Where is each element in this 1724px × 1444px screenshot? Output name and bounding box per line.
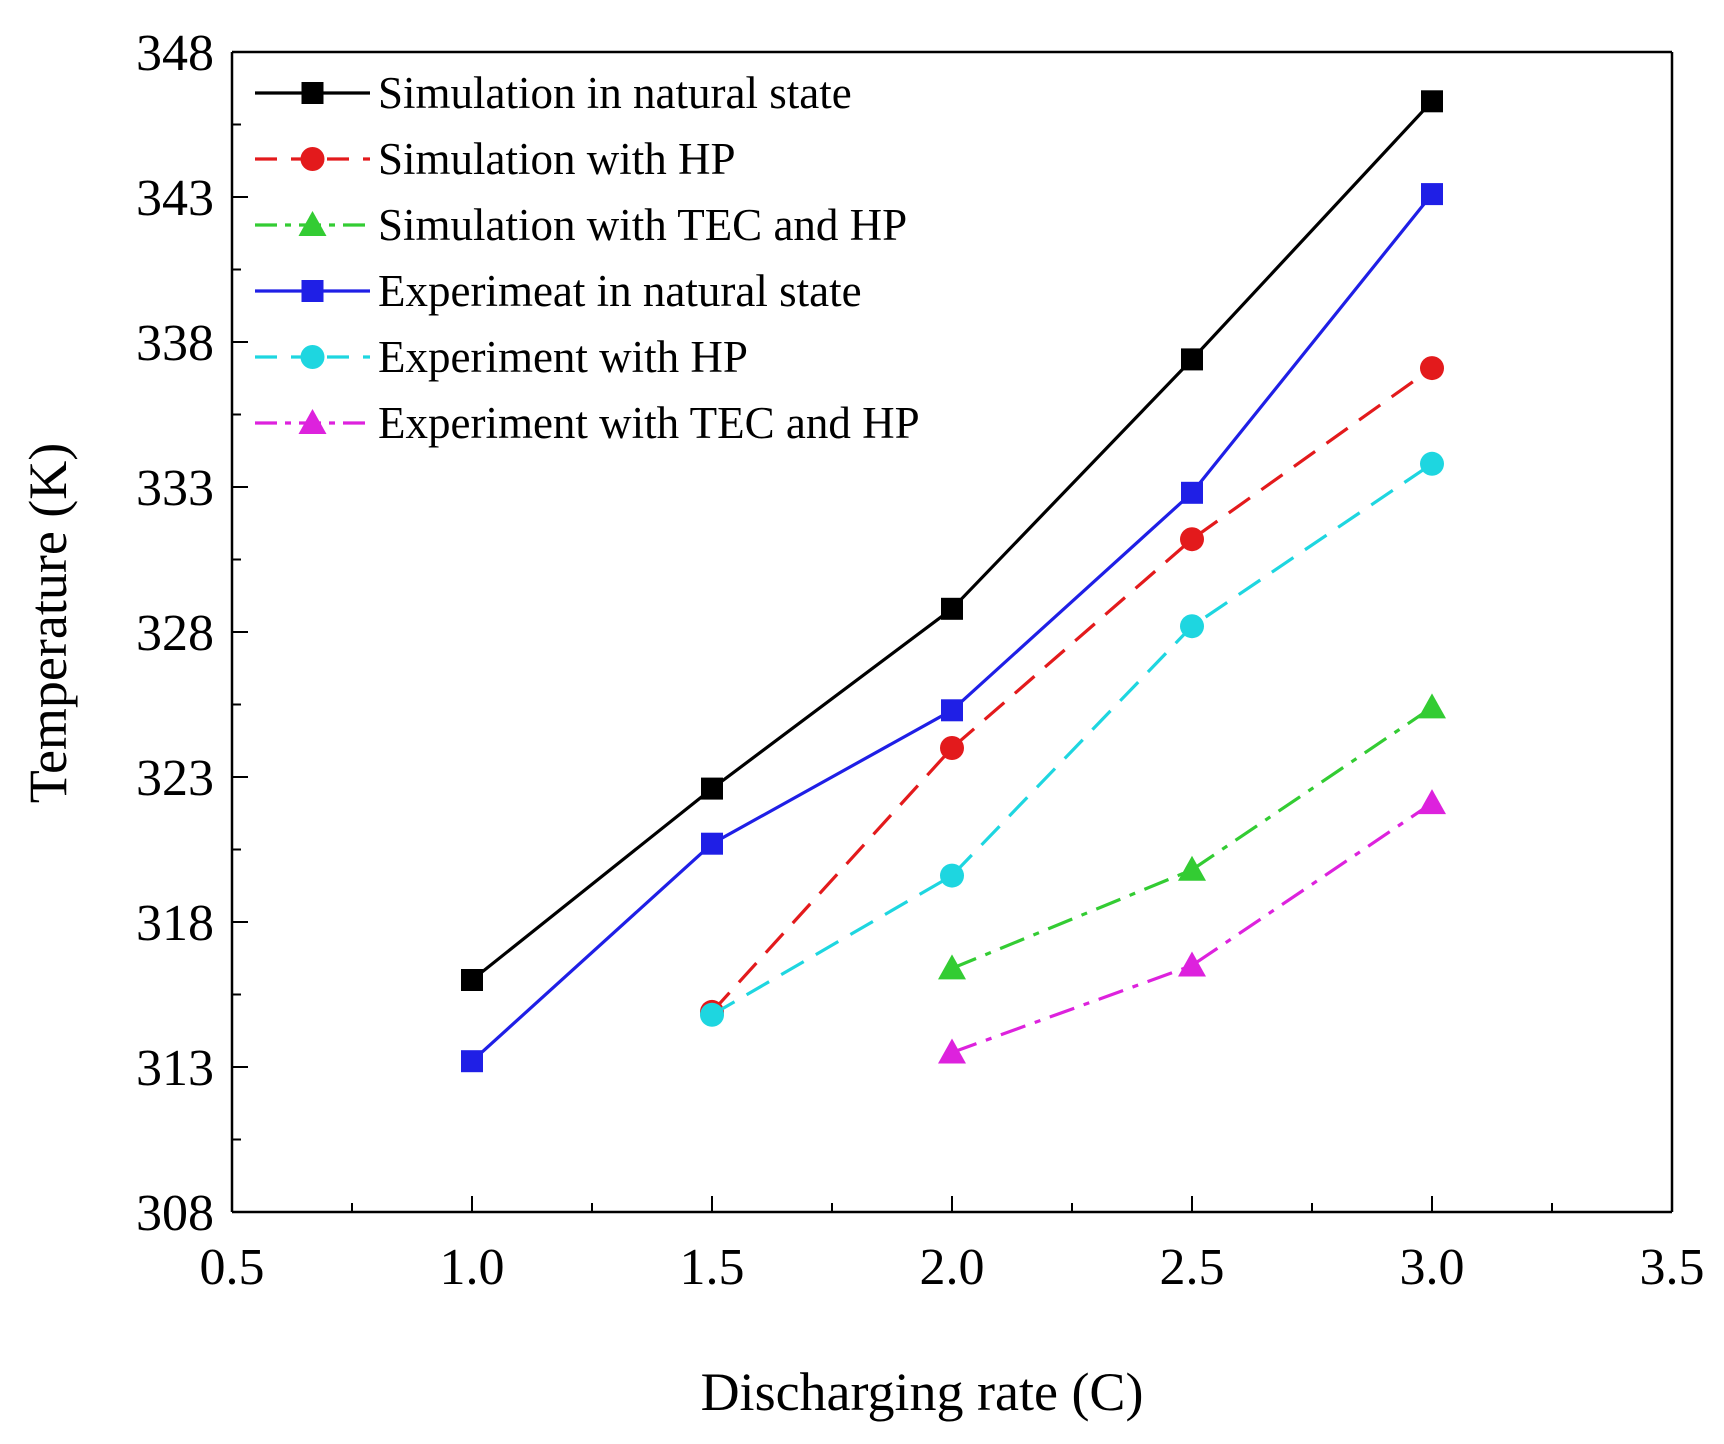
legend: Simulation in natural state Simulation wi… — [255, 68, 920, 448]
data-point-marker — [1181, 481, 1203, 504]
data-point-marker — [701, 832, 723, 855]
legend-marker — [298, 409, 327, 434]
legend-marker — [301, 82, 324, 104]
legend-item: Experiment with TEC and HP — [255, 398, 920, 448]
axes: 0.5 1.0 1.5 2.0 2.5 3.0 3.5 308 313 318 323 328 333 3… — [136, 25, 1705, 1296]
x-tick-label: 1.5 — [680, 1239, 745, 1296]
x-tick-label: 1.0 — [440, 1239, 505, 1296]
series-line — [951, 706, 1433, 970]
series-4 — [461, 183, 1443, 1073]
legend-item: Simulation in natural state — [255, 68, 852, 118]
legend-marker — [301, 280, 324, 302]
data-point-marker — [1418, 789, 1446, 815]
y-tick-label: 343 — [136, 170, 214, 227]
x-tick-label: 2.5 — [1160, 1239, 1225, 1296]
x-tick-label: 2.0 — [920, 1239, 985, 1296]
x-axis-title: Discharging rate (C) — [701, 1362, 1144, 1422]
legend-label: Experimeat in natural state — [378, 266, 862, 316]
data-point-marker — [941, 597, 963, 620]
data-point-marker — [1180, 614, 1204, 639]
legend-marker — [300, 345, 325, 369]
y-tick-label: 323 — [136, 750, 214, 807]
x-tick-label: 0.5 — [200, 1239, 265, 1296]
y-axis-title: Temperature (K) — [18, 443, 78, 804]
y-tick-label: 328 — [136, 605, 214, 662]
series-line — [711, 462, 1433, 1017]
legend-label: Simulation with HP — [378, 134, 736, 184]
series-6 — [938, 789, 1446, 1064]
data-point-marker — [940, 736, 964, 760]
y-tick-label: 318 — [136, 895, 214, 952]
data-point-marker — [941, 699, 963, 722]
legend-label: Experiment with HP — [378, 332, 748, 382]
y-tick-label: 308 — [136, 1185, 214, 1242]
data-point-marker — [700, 1002, 724, 1027]
y-tick-label: 313 — [136, 1040, 214, 1097]
plot-area — [461, 90, 1446, 1073]
data-point-marker — [1421, 90, 1443, 113]
y-tick-label: 333 — [136, 460, 214, 517]
legend-label: Simulation with TEC and HP — [378, 200, 907, 250]
legend-label: Simulation in natural state — [378, 68, 852, 118]
legend-item: Simulation with HP — [255, 134, 736, 184]
legend-item: Experiment with HP — [255, 332, 748, 382]
data-point-marker — [1420, 356, 1444, 381]
data-point-marker — [940, 863, 964, 888]
data-point-marker — [1420, 451, 1444, 476]
data-point-marker — [938, 1038, 966, 1064]
data-point-marker — [461, 969, 483, 991]
series-5 — [700, 451, 1444, 1027]
data-point-marker — [1180, 527, 1204, 552]
legend-marker — [298, 211, 327, 236]
data-point-marker — [1181, 348, 1203, 371]
data-point-marker — [938, 954, 966, 980]
legend-marker — [300, 147, 325, 171]
data-point-marker — [461, 1050, 483, 1073]
data-point-marker — [1178, 855, 1206, 881]
y-tick-label: 338 — [136, 315, 214, 372]
legend-label: Experiment with TEC and HP — [378, 398, 920, 448]
legend-item: Simulation with TEC and HP — [255, 200, 907, 250]
legend-item: Experimeat in natural state — [255, 266, 862, 316]
data-point-marker — [1178, 951, 1206, 977]
data-point-marker — [701, 777, 723, 800]
series-3 — [938, 693, 1446, 980]
data-point-marker — [1421, 183, 1443, 206]
data-point-marker — [1418, 693, 1446, 719]
y-tick-label: 348 — [136, 25, 214, 82]
series-line — [710, 366, 1433, 1013]
x-tick-label: 3.5 — [1640, 1239, 1705, 1296]
x-tick-label: 3.0 — [1400, 1239, 1465, 1296]
series-1 — [461, 90, 1443, 991]
